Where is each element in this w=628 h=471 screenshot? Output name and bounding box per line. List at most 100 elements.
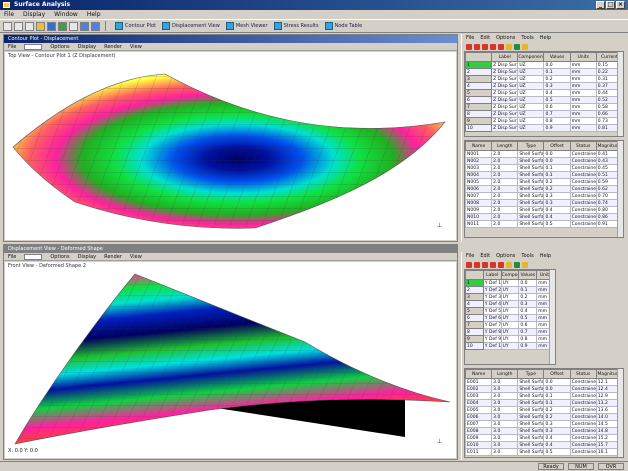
- table-cell[interactable]: 2.0: [491, 206, 519, 214]
- table-cell[interactable]: mm: [569, 96, 597, 104]
- table-cell[interactable]: N011: [465, 220, 493, 228]
- table-cell[interactable]: 0.4: [543, 89, 571, 97]
- table-cell[interactable]: Constrained: [569, 413, 597, 421]
- menu-help[interactable]: Help: [86, 11, 101, 18]
- table-cell[interactable]: 8: [465, 110, 493, 118]
- table-cell[interactable]: Constrained: [569, 199, 597, 207]
- cut-icon[interactable]: [490, 43, 496, 50]
- table-cell[interactable]: 0.0: [543, 157, 571, 165]
- table-cell[interactable]: UZ: [517, 68, 545, 76]
- table-cell[interactable]: 3.0: [491, 427, 519, 435]
- view-menu-options[interactable]: Options: [50, 253, 70, 260]
- table-cell[interactable]: UZ: [517, 96, 545, 104]
- table-cell[interactable]: UY: [500, 314, 520, 322]
- view-menu-render[interactable]: Render: [104, 253, 122, 260]
- table-cell[interactable]: Z Disp Surf 7: [491, 103, 519, 111]
- table-cell[interactable]: E009: [465, 434, 493, 442]
- table-cell[interactable]: 2.0: [491, 164, 519, 172]
- panel-menu-options[interactable]: Options: [496, 253, 516, 259]
- table-cell[interactable]: Z Disp Surf 3: [491, 75, 519, 83]
- settings-icon[interactable]: [522, 261, 528, 268]
- table-cell[interactable]: Constrained: [569, 420, 597, 428]
- table-cell[interactable]: 0.5: [543, 448, 571, 456]
- table-cell[interactable]: 2.0: [491, 199, 519, 207]
- table-cell[interactable]: 2.0: [491, 192, 519, 200]
- copy-icon[interactable]: [482, 261, 488, 268]
- table-cell[interactable]: 5: [465, 307, 484, 315]
- table-cell[interactable]: UZ: [517, 89, 545, 97]
- table-cell[interactable]: UZ: [517, 61, 545, 69]
- table-cell[interactable]: 2.0: [491, 157, 519, 165]
- window-button-mesh[interactable]: Mesh Viewer: [225, 21, 268, 31]
- save-icon[interactable]: [25, 21, 34, 31]
- table-scrollbar[interactable]: [617, 369, 623, 457]
- table-cell[interactable]: Shell Surface: [517, 441, 545, 449]
- table-cell[interactable]: E001: [465, 378, 493, 386]
- table-cell[interactable]: 0.6: [518, 321, 538, 329]
- table-cell[interactable]: UZ: [517, 103, 545, 111]
- table-cell[interactable]: mm: [569, 117, 597, 125]
- table-cell[interactable]: Y Def 6: [482, 314, 502, 322]
- table-cell[interactable]: UY: [500, 293, 520, 301]
- table-cell[interactable]: 2.0: [491, 150, 519, 158]
- table-cell[interactable]: Shell Surface: [517, 178, 545, 186]
- table-cell[interactable]: Z Disp Surf 2: [491, 68, 519, 76]
- table-cell[interactable]: 0.0: [543, 61, 571, 69]
- column-header[interactable]: Length: [491, 369, 519, 379]
- table-cell[interactable]: 0.9: [543, 124, 571, 132]
- table-cell[interactable]: 3: [465, 293, 484, 301]
- panel-menu-options[interactable]: Options: [496, 35, 516, 41]
- table-cell[interactable]: 6: [465, 96, 493, 104]
- panel-menu-tools[interactable]: Tools: [521, 253, 534, 259]
- table-cell[interactable]: N010: [465, 213, 493, 221]
- table-cell[interactable]: Y Def 7: [482, 321, 502, 329]
- table-cell[interactable]: Shell Surface: [517, 157, 545, 165]
- render-icon[interactable]: [47, 21, 56, 31]
- window-button-nodes[interactable]: Node Table: [324, 21, 362, 31]
- table-cell[interactable]: 0.1: [518, 286, 538, 294]
- table-cell[interactable]: UZ: [517, 110, 545, 118]
- menu-window[interactable]: Window: [54, 11, 78, 18]
- table-cell[interactable]: N007: [465, 192, 493, 200]
- table-cell[interactable]: 3.0: [491, 441, 519, 449]
- table-cell[interactable]: mm: [569, 61, 597, 69]
- table-cell[interactable]: Z Disp Surf 10: [491, 124, 519, 132]
- view-menu-display[interactable]: Display: [77, 253, 97, 260]
- table-cell[interactable]: UZ: [517, 75, 545, 83]
- table-cell[interactable]: Y Def 9: [482, 335, 502, 343]
- table-cell[interactable]: 9: [465, 335, 484, 343]
- panel-menu-tools[interactable]: Tools: [521, 35, 534, 41]
- table-cell[interactable]: Constrained: [569, 206, 597, 214]
- table-scrollbar[interactable]: [617, 52, 623, 136]
- table-cell[interactable]: Z Disp Surf 4: [491, 82, 519, 90]
- table-cell[interactable]: Y Def 8: [482, 328, 502, 336]
- edit-icon[interactable]: [506, 43, 512, 50]
- table-cell[interactable]: 0.2: [543, 406, 571, 414]
- table-cell[interactable]: UY: [500, 300, 520, 308]
- table-cell[interactable]: Shell Surface: [517, 434, 545, 442]
- cut-icon[interactable]: [490, 261, 496, 268]
- table-cell[interactable]: 2.0: [491, 171, 519, 179]
- panel-menu-edit[interactable]: Edit: [480, 253, 491, 259]
- paste-icon[interactable]: [498, 261, 504, 268]
- table-cell[interactable]: Shell Surface: [517, 192, 545, 200]
- copy-icon[interactable]: [482, 43, 488, 50]
- minimize-button[interactable]: _: [596, 1, 605, 9]
- table-cell[interactable]: 0.4: [518, 307, 538, 315]
- table-cell[interactable]: Constrained: [569, 178, 597, 186]
- table-cell[interactable]: 3: [465, 75, 493, 83]
- table-cell[interactable]: E011: [465, 448, 493, 456]
- table-cell[interactable]: Z Disp Surf 8: [491, 110, 519, 118]
- table-cell[interactable]: 0.1: [543, 399, 571, 407]
- view-selector[interactable]: [24, 43, 43, 50]
